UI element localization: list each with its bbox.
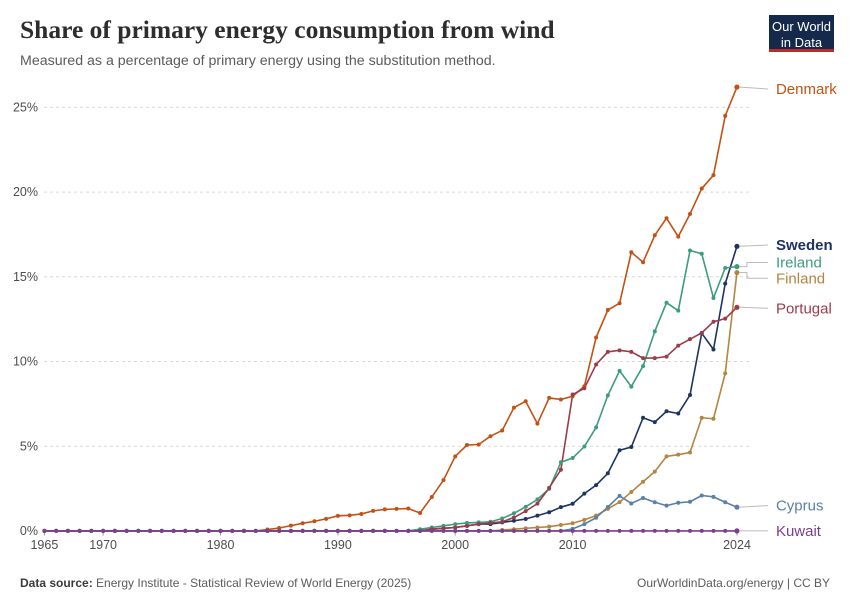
svg-text:10%: 10% <box>13 355 38 369</box>
svg-text:20%: 20% <box>13 185 38 199</box>
svg-text:2024: 2024 <box>723 538 751 552</box>
svg-text:1965: 1965 <box>30 538 58 552</box>
svg-text:0%: 0% <box>20 524 38 538</box>
svg-text:15%: 15% <box>13 270 38 284</box>
svg-text:2010: 2010 <box>559 538 587 552</box>
svg-text:Sweden: Sweden <box>776 237 833 254</box>
svg-text:2000: 2000 <box>441 538 469 552</box>
svg-text:Finland: Finland <box>776 270 825 287</box>
svg-text:1990: 1990 <box>324 538 352 552</box>
svg-text:Portugal: Portugal <box>776 300 832 317</box>
svg-text:1970: 1970 <box>89 538 117 552</box>
svg-text:Cyprus: Cyprus <box>776 498 824 515</box>
svg-text:5%: 5% <box>20 439 38 453</box>
svg-text:Ireland: Ireland <box>776 255 822 272</box>
svg-text:Denmark: Denmark <box>776 81 837 98</box>
svg-text:Kuwait: Kuwait <box>776 523 822 540</box>
svg-text:25%: 25% <box>13 101 38 115</box>
svg-text:1980: 1980 <box>207 538 235 552</box>
